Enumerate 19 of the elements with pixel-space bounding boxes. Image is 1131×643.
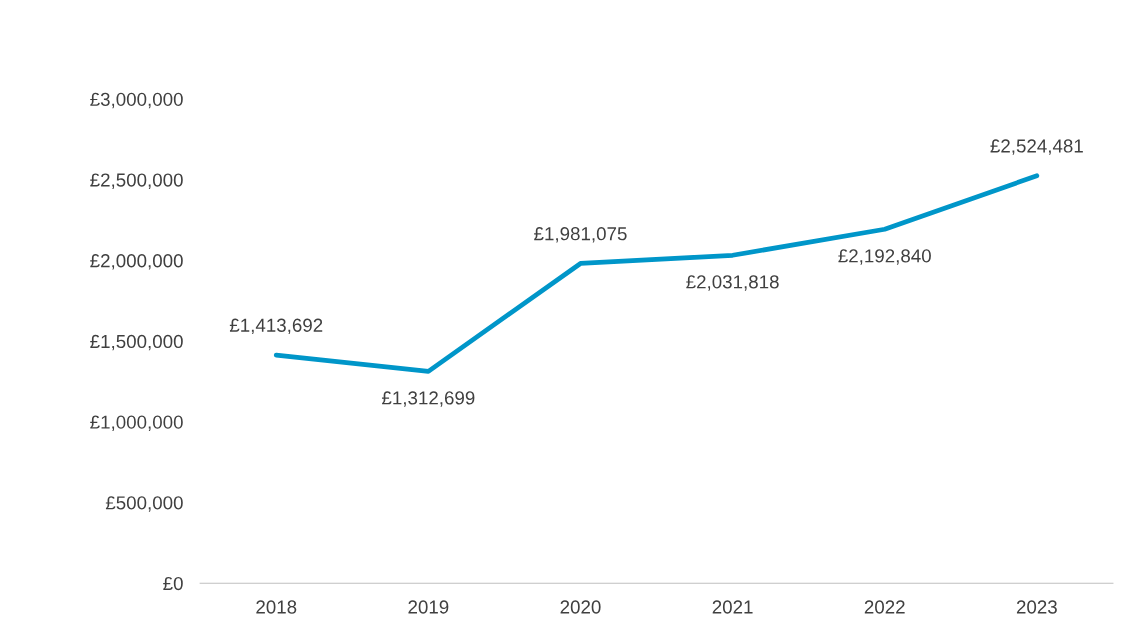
y-tick-label: £1,500,000 <box>90 334 183 351</box>
data-label: £2,192,840 <box>838 249 931 265</box>
x-tick-label: 2019 <box>408 600 449 614</box>
y-tick-label: £1,000,000 <box>90 415 183 431</box>
data-label: £1,413,692 <box>229 318 323 335</box>
data-label: £1,981,075 <box>534 227 627 243</box>
data-label: £2,524,481 <box>990 139 1083 155</box>
y-tick-label: £3,000,000 <box>90 92 183 109</box>
data-label: £2,031,818 <box>686 275 779 291</box>
x-tick-label: 2018 <box>256 600 297 614</box>
y-tick-label: £500,000 <box>105 496 183 512</box>
y-tick-label: £2,500,000 <box>90 173 183 189</box>
x-tick-label: 2021 <box>712 600 753 614</box>
x-tick-label: 2022 <box>864 600 905 614</box>
y-tick-label: £2,000,000 <box>90 254 183 270</box>
data-label: £1,312,699 <box>381 391 475 407</box>
x-tick-label: 2020 <box>560 600 601 614</box>
y-tick-label: £0 <box>163 576 183 591</box>
x-tick-label: 2023 <box>1016 600 1057 614</box>
